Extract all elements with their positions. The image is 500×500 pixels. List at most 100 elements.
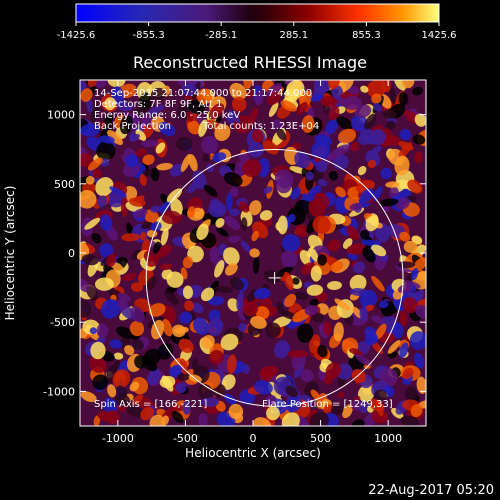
image-blob <box>155 142 166 154</box>
image-blob <box>323 321 332 336</box>
image-blob <box>281 412 300 426</box>
image-blob <box>259 210 273 221</box>
image-blob <box>80 153 93 168</box>
image-blob <box>90 341 106 360</box>
image-blob <box>166 271 184 288</box>
image-blob <box>283 293 297 308</box>
image-blob <box>223 172 243 187</box>
image-blob <box>192 317 209 335</box>
image-blob <box>389 88 397 104</box>
image-blob <box>91 104 99 122</box>
image-blob <box>129 133 140 142</box>
image-blob <box>119 115 133 135</box>
image-blob <box>315 160 328 173</box>
image-blob <box>152 241 161 254</box>
image-blob <box>362 247 376 263</box>
image-blob <box>283 271 294 291</box>
image-blob <box>142 169 153 176</box>
image-blob <box>182 256 194 269</box>
image-blob <box>228 110 241 124</box>
image-blob <box>277 215 288 235</box>
image-blob <box>140 232 147 241</box>
image-blob <box>346 225 360 240</box>
image-blob <box>392 322 404 339</box>
y-tick-label: -500 <box>50 316 75 329</box>
image-blob <box>226 192 233 211</box>
image-blob <box>401 80 415 89</box>
image-blob <box>257 157 270 178</box>
image-blob <box>86 97 93 113</box>
image-blob <box>369 129 387 146</box>
image-blob <box>115 393 131 407</box>
image-blob <box>135 129 147 141</box>
image-blob <box>252 129 264 144</box>
image-blob <box>80 88 93 102</box>
image-blob <box>285 385 298 398</box>
x-axis-ticks: -1000 -500 0 500 1000 <box>102 80 402 445</box>
image-blob <box>403 280 421 289</box>
image-blob <box>351 419 365 426</box>
annotation-time-range: 14-Sep-2015 21:07:44.000 to 21:17:44.000 <box>94 88 312 99</box>
y-tick-label: -1000 <box>43 385 75 398</box>
image-blob <box>336 116 353 131</box>
image-blob <box>122 272 137 281</box>
x-tick-label: 500 <box>310 432 331 445</box>
image-blob <box>364 332 379 346</box>
image-blob <box>367 80 386 98</box>
image-blob <box>371 93 382 104</box>
image-blob <box>80 80 87 91</box>
image-blob <box>312 215 331 234</box>
image-blob <box>176 136 193 152</box>
image-blob <box>317 344 328 358</box>
image-blob <box>154 244 173 259</box>
image-blob <box>126 405 144 418</box>
image-blob <box>385 181 400 188</box>
image-blob <box>228 235 242 243</box>
image-blob <box>309 298 319 306</box>
image-blob <box>174 404 183 412</box>
image-blob <box>305 171 314 181</box>
image-blob <box>416 376 426 394</box>
image-blob <box>148 104 165 115</box>
image-blob <box>179 311 193 324</box>
image-blob <box>159 263 173 271</box>
image-blob <box>201 135 219 154</box>
image-blob <box>184 300 194 312</box>
image-blob <box>371 244 387 257</box>
image-blob <box>331 404 344 416</box>
x-axis-label: Heliocentric X (arcsec) <box>185 446 321 460</box>
image-blob <box>150 205 162 213</box>
image-blob <box>141 139 159 148</box>
image-blob <box>124 345 135 356</box>
image-blob <box>396 261 416 269</box>
colorbar <box>75 3 440 23</box>
image-blob <box>281 234 301 253</box>
image-blob <box>249 248 260 258</box>
image-blob <box>224 393 237 405</box>
image-blob <box>224 215 240 230</box>
image-blob <box>201 335 215 349</box>
image-blob <box>251 230 259 242</box>
image-blob <box>359 306 368 321</box>
image-blob <box>301 115 315 134</box>
image-blob <box>357 165 367 176</box>
image-blob <box>229 277 245 291</box>
image-blob <box>274 169 294 189</box>
image-blob <box>371 275 385 292</box>
image-blob <box>231 96 247 112</box>
image-blob <box>399 128 412 141</box>
image-blob <box>399 231 411 242</box>
image-blob <box>242 159 262 178</box>
image-blob <box>350 114 368 132</box>
colorbar-labels: -1425.6 -855.3 -285.1 285.1 855.3 1425.6 <box>57 30 457 41</box>
image-blob <box>403 240 418 253</box>
colorbar-ticks <box>75 22 440 26</box>
image-blob <box>327 239 341 252</box>
footer-date: 22-Aug-2017 05:20 <box>368 483 494 498</box>
image-blob <box>402 367 414 380</box>
image-blob <box>382 109 397 119</box>
image-blob <box>106 253 117 268</box>
image-blob <box>200 287 215 302</box>
image-blob <box>223 247 240 266</box>
